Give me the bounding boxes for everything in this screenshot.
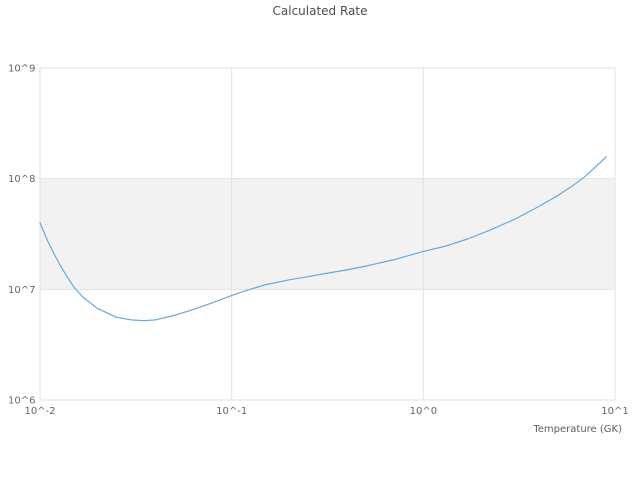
x-tick-label: 10^0	[410, 406, 437, 417]
rate-line	[39, 156, 607, 322]
x-tick-label: 10^-2	[24, 406, 55, 417]
x-axis-label: Temperature (GK)	[533, 424, 622, 435]
y-tick-label: 10^6	[8, 396, 35, 407]
y-tick-label: 10^8	[8, 174, 35, 185]
y-tick-label: 10^7	[8, 285, 35, 296]
y-tick-label: 10^9	[8, 64, 35, 75]
highlight-band	[40, 178, 615, 290]
x-tick-label: 10^1	[601, 406, 628, 417]
x-tick-label: 10^-1	[216, 406, 247, 417]
chart-title: Calculated Rate	[272, 4, 368, 18]
